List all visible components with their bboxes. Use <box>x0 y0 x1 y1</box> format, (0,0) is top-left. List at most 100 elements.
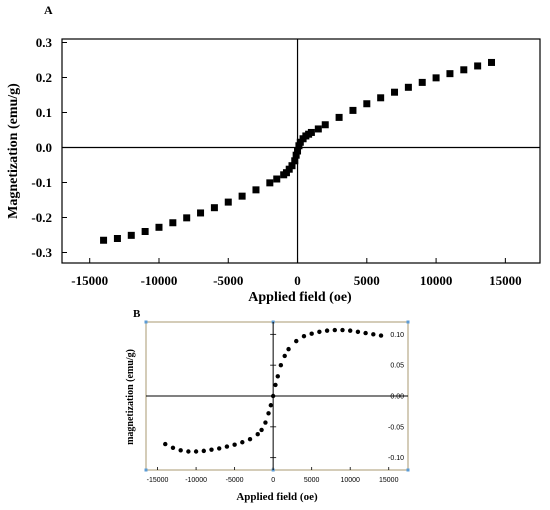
panel-a-data-point <box>183 214 191 222</box>
panel-b-corner-handle <box>144 320 148 324</box>
panel-b-x-tick-label: 0 <box>271 477 275 484</box>
panel-b-data-point <box>209 447 214 452</box>
panel-a-data-point <box>127 231 135 239</box>
panel-a-series <box>100 58 496 244</box>
panel-b-data-point <box>378 333 384 338</box>
panel-b-data-point <box>340 327 345 333</box>
panel-b-data-point <box>224 444 230 449</box>
panel-b-data-point <box>371 332 376 337</box>
panel-b-data-point <box>270 393 276 399</box>
panel-a-data-point <box>432 74 440 82</box>
panel-a-data-point <box>224 198 232 206</box>
panel-a-x-tick-label: -5000 <box>213 273 243 288</box>
panel-b-data-point <box>266 411 271 416</box>
panel-b-corner-handle <box>144 468 148 472</box>
panel-a-data-point <box>391 88 399 96</box>
panel-b-y-axis-label: magnetization (emu/g) <box>125 349 136 445</box>
panel-b-data-point <box>324 328 330 333</box>
panel-b-data-point <box>282 353 287 359</box>
panel-b-y-tick-label: -0.05 <box>388 424 404 431</box>
panel-a-y-tick-label: 0.0 <box>36 140 52 155</box>
panel-a-y-tick-label: -0.3 <box>31 245 52 260</box>
panel-b-data-point <box>263 420 268 425</box>
panel-b-y-tick-label: 0.05 <box>390 363 404 370</box>
panel-b: B -15000 -10000 -5000 0 5000 10000 15000-0.10-… <box>125 308 410 503</box>
panel-b-corner-handle <box>406 320 410 324</box>
panel-a-data-point <box>314 125 322 133</box>
panel-a-data-point <box>363 100 371 108</box>
panel-a-data-point <box>210 204 218 212</box>
panel-a-data-point <box>474 62 482 70</box>
panel-a-data-point <box>155 223 163 231</box>
panel-a-data-point <box>288 162 296 170</box>
panel-b-data-point <box>363 330 368 336</box>
panel-b-y-tick-label: 0.00 <box>390 394 404 401</box>
panel-b-data-point <box>240 440 245 445</box>
panel-b-data-point <box>186 449 191 454</box>
panel-a-x-tick-label: 10000 <box>420 273 453 288</box>
panel-a-data-point <box>460 66 468 74</box>
panel-a-frame <box>61 38 541 264</box>
panel-a-y-tick-label: 0.3 <box>36 35 53 50</box>
panel-a-x-tick-label: 15000 <box>489 273 522 288</box>
panel-a-data-point <box>404 83 412 91</box>
panel-b-data-point <box>193 449 199 454</box>
panel-b-data-point <box>255 432 260 437</box>
panel-a-data-point <box>377 94 385 102</box>
panel-b-corner-handle <box>406 468 410 472</box>
panel-b-data-point <box>178 448 183 453</box>
panel-a-data-point <box>292 151 300 159</box>
panel-a-data-point <box>141 228 149 235</box>
panel-a-data-point <box>197 209 205 217</box>
panel-a-data-point <box>307 128 315 136</box>
panel-a-data-point <box>252 186 260 194</box>
panel-b-data-point <box>355 329 361 335</box>
panel-b-data-point <box>309 331 314 336</box>
panel-b-data-point <box>232 442 237 447</box>
panel-b-data-point <box>201 448 206 454</box>
panel-a-data-point <box>238 192 246 200</box>
panel-a-data-point <box>266 179 274 187</box>
panel-a-data-point <box>100 236 108 244</box>
panel-b-y-tick-label: 0.10 <box>390 332 404 339</box>
panel-a-x-tick-label: -10000 <box>141 273 178 288</box>
panel-a-data-point <box>273 175 281 183</box>
panel-b-data-point <box>317 329 322 335</box>
panel-b-data-point <box>294 338 299 344</box>
panel-b-series <box>163 327 384 454</box>
panel-a-data-point <box>335 113 343 121</box>
panel-b-x-tick-label: 15000 <box>379 477 399 484</box>
panel-a-x-tick-label: 0 <box>294 273 301 288</box>
panel-b-x-tick-label: -15000 <box>147 477 169 484</box>
panel-b-x-tick-label: 10000 <box>340 477 360 484</box>
panel-b-data-point <box>301 333 307 339</box>
panel-a-y-tick-label: 0.1 <box>36 105 52 120</box>
panel-a-data-point <box>113 235 121 242</box>
panel-a-data-point <box>321 121 329 129</box>
panel-a-y-tick-label: -0.2 <box>31 210 52 225</box>
panel-b-x-axis-label: Applied field (oe) <box>236 491 318 503</box>
panel-b-x-tick-label: 5000 <box>304 477 320 484</box>
panel-b-data-point <box>217 446 222 451</box>
panel-a-data-point <box>349 106 357 114</box>
panel-a-y-tick-label: 0.2 <box>36 70 52 85</box>
panel-b-data-point <box>163 441 168 447</box>
panel-b-label: B <box>133 308 141 320</box>
panel-b-data-point <box>348 328 353 333</box>
panel-a-ticks: -15000 -10000 -5000 0 5000 10000 15000 -0.3 -0.2… <box>31 35 521 288</box>
panel-b-data-point <box>268 403 274 408</box>
panel-b-ticks: -15000 -10000 -5000 0 5000 10000 15000 -0.10 -0.… <box>147 332 404 484</box>
panel-a-y-axis-label: Magnetization (emu/g) <box>6 83 21 219</box>
panel-b-x-tick-label: -5000 <box>226 477 244 484</box>
panel-a-label: A <box>44 3 53 17</box>
panel-a-x-tick-label: 5000 <box>354 273 380 288</box>
panel-a: A -15000 -10000 -5000 0 5000 10000 15000 -0.3 -0… <box>6 3 541 305</box>
panel-a-data-point <box>488 58 496 66</box>
panel-a-x-axis-label: Applied field (oe) <box>248 290 352 305</box>
panel-b-y-tick-label: -0.10 <box>388 455 404 462</box>
panel-a-data-point <box>291 157 299 165</box>
panel-b-data-point <box>275 374 280 379</box>
panel-b-zero-lines <box>146 322 408 470</box>
panel-a-data-point <box>418 78 426 86</box>
